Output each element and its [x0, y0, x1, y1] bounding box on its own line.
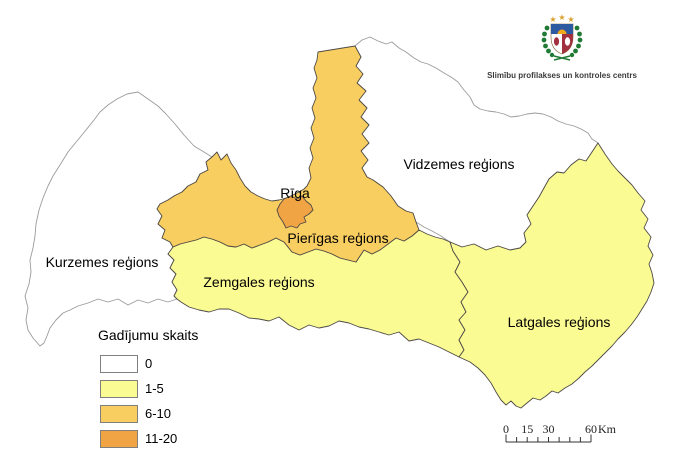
svg-text:60: 60: [585, 422, 597, 436]
scale-bar: 0 15 30 60 Km: [503, 422, 617, 443]
label-vidzeme: Vidzemes reģions: [403, 156, 515, 172]
svg-text:Km: Km: [598, 422, 617, 436]
svg-text:★: ★: [558, 13, 565, 22]
label-zemgale: Zemgales reģions: [203, 274, 315, 290]
label-riga: Rīga: [280, 185, 310, 201]
region-pieriga: [156, 45, 420, 263]
legend-item: 6-10: [100, 404, 198, 423]
legend-swatch-1-5: [100, 379, 138, 398]
label-pieriga: Pierīgas reģions: [287, 230, 389, 246]
legend-swatch-0: [100, 354, 138, 373]
svg-text:★: ★: [549, 15, 556, 24]
coat-of-arms-icon: ★ ★ ★: [541, 13, 583, 61]
legend-label: 6-10: [145, 406, 172, 421]
svg-text:15: 15: [521, 422, 533, 436]
legend-title: Gadījumu skaits: [98, 327, 199, 343]
legend-label: 0: [145, 356, 153, 371]
legend-label: 1-5: [145, 381, 164, 396]
org-name: Slimību profilakses un kontroles centrs: [487, 71, 637, 80]
org-logo: ★ ★ ★ Slimību profilakses un kontroles c…: [482, 12, 642, 80]
map-legend: Gadījumu skaits 0 1-5 6-10 11-20: [98, 327, 198, 455]
label-kurzeme: Kurzemes reģions: [45, 254, 159, 270]
legend-swatch-11-20: [100, 429, 138, 448]
svg-text:★: ★: [567, 15, 574, 24]
svg-text:0: 0: [503, 422, 509, 436]
legend-label: 11-20: [145, 431, 178, 446]
legend-item: 11-20: [100, 429, 198, 448]
legend-swatch-6-10: [100, 404, 138, 423]
region-riga: [276, 195, 314, 229]
svg-text:30: 30: [543, 422, 555, 436]
label-latgale: Latgales reģions: [507, 314, 611, 330]
legend-item: 1-5: [100, 379, 198, 398]
legend-item: 0: [100, 354, 198, 373]
region-latgale: [449, 142, 655, 409]
